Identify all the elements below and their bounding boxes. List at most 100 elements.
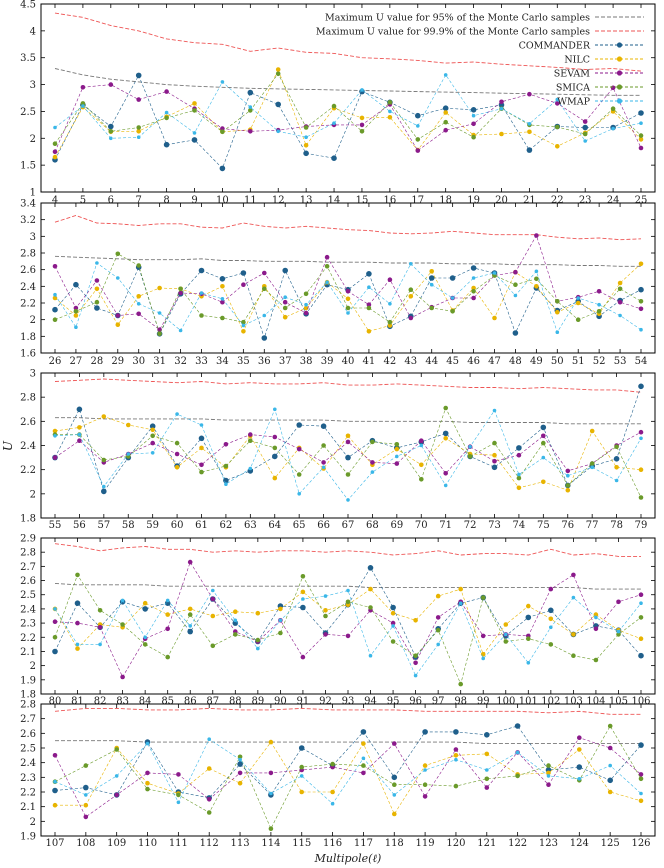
y-tick-label: 1 [30,188,36,199]
y-tick-label: 2.2 [20,299,36,310]
data-point-commander [272,453,278,460]
data-point-wmap [618,313,622,318]
y-tick-label: 2.4 [20,282,36,293]
data-point-sevam [164,89,169,94]
series-line-sevam [54,234,642,331]
data-point-commander [198,435,205,442]
data-point-wmap [157,311,162,315]
x-tick-label: 121 [477,838,496,849]
data-point-nilc [323,608,328,613]
data-point-commander [638,742,644,748]
data-point-sevam [115,313,121,318]
legend-swatch-point [616,70,623,76]
data-point-nilc [392,811,397,817]
data-point-wmap [450,296,455,300]
data-point-sevam [480,633,486,639]
data-point-wmap [188,624,192,628]
y-tick-label: 2.2 [20,465,36,476]
data-point-smica [303,125,309,130]
data-point-smica [73,309,79,314]
data-point-nilc [145,780,150,786]
y-tick-label: 3 [30,369,36,380]
data-point-sevam [453,747,459,752]
data-point-nilc [555,309,560,315]
data-point-commander [607,777,613,784]
x-tick-label: 13 [300,195,313,206]
data-point-sevam [484,785,490,790]
data-point-wmap [53,607,57,611]
data-point-wmap [639,791,643,796]
data-point-sevam [610,85,616,91]
data-point-commander [83,784,89,791]
data-point-wmap [255,646,260,651]
data-point-smica [101,457,107,463]
data-point-sevam [136,311,141,317]
x-tick-label: 65 [293,520,306,531]
x-tick-label: 35 [237,356,250,367]
data-point-sevam [471,121,476,127]
legend-label: NILC [564,55,590,66]
data-point-smica [345,472,351,477]
x-tick-label: 11 [244,195,257,206]
data-point-smica [471,289,476,294]
x-tick-label: 23 [579,195,592,206]
x-tick-label: 5 [80,195,86,206]
x-tick-label: 73 [488,520,501,531]
data-point-commander [638,286,644,293]
data-point-sevam [415,148,421,153]
data-point-sevam [114,792,119,798]
data-point-nilc [299,789,305,795]
data-point-wmap [429,282,434,287]
data-point-commander [300,604,306,611]
y-tick-label: 1.8 [20,690,36,701]
data-point-nilc [192,101,197,106]
data-point-nilc [220,284,225,289]
y-tick-label: 2.6 [20,417,36,428]
data-point-sevam [52,619,58,624]
data-point-nilc [206,766,212,771]
x-tick-label: 79 [635,520,648,531]
data-point-wmap [471,113,476,118]
x-tick-label: 124 [570,838,589,849]
data-point-wmap [454,757,458,762]
data-point-smica [303,291,309,297]
x-tick-label: 21 [523,195,536,206]
x-tick-label: 34 [216,356,229,367]
data-point-smica [233,632,238,637]
data-point-nilc [136,129,141,134]
y-tick-label: 2.6 [20,576,36,587]
data-point-sevam [499,99,504,105]
data-point-nilc [443,110,449,115]
data-point-wmap [116,276,120,280]
data-point-wmap [283,295,288,300]
data-point-sevam [176,772,181,777]
data-point-wmap [546,774,551,778]
mc95-line [54,68,641,96]
data-point-wmap [526,661,531,665]
data-point-smica [150,433,155,439]
data-point-sevam [282,299,288,305]
data-point-commander [360,729,367,735]
data-point-commander [296,422,303,428]
y-tick-label: 4.5 [20,0,36,11]
data-point-smica [565,483,571,488]
data-point-sevam [359,122,365,128]
data-point-wmap [74,325,78,330]
x-tick-label: 116 [323,838,342,849]
data-point-wmap [504,632,508,637]
data-point-smica [503,639,509,644]
data-point-wmap [53,292,57,297]
data-point-smica [115,251,121,257]
mc95-line [54,582,641,590]
data-point-wmap [53,434,57,438]
y-tick-label: 2 [30,661,36,672]
data-point-nilc [101,414,107,419]
data-point-commander [298,745,305,751]
data-point-sevam [548,586,554,592]
data-point-sevam [582,119,588,124]
data-point-wmap [576,296,580,300]
data-point-sevam [370,460,375,465]
data-point-nilc [345,433,351,439]
data-point-nilc [136,294,141,299]
